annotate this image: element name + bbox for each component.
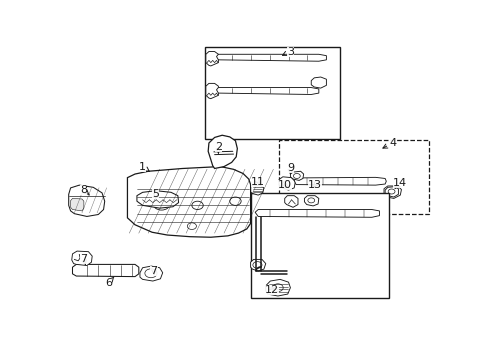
Circle shape	[144, 269, 157, 278]
Bar	[250, 193, 388, 298]
Polygon shape	[72, 251, 92, 266]
Circle shape	[252, 262, 262, 268]
Circle shape	[229, 197, 241, 205]
Text: 7: 7	[80, 255, 87, 265]
Polygon shape	[216, 54, 326, 61]
Circle shape	[387, 189, 394, 194]
Polygon shape	[284, 195, 297, 207]
Circle shape	[282, 181, 290, 186]
Polygon shape	[208, 135, 237, 168]
Polygon shape	[294, 177, 386, 185]
Text: 5: 5	[152, 189, 159, 199]
Circle shape	[307, 198, 314, 203]
Polygon shape	[68, 185, 104, 216]
Circle shape	[191, 201, 203, 210]
Text: 8: 8	[80, 185, 89, 195]
Text: 14: 14	[392, 178, 407, 188]
Polygon shape	[140, 266, 163, 281]
Text: 10: 10	[277, 180, 291, 190]
Polygon shape	[249, 185, 264, 195]
Polygon shape	[72, 264, 139, 276]
Polygon shape	[290, 171, 303, 180]
Polygon shape	[205, 51, 218, 66]
Circle shape	[272, 284, 283, 292]
Text: 4: 4	[382, 138, 395, 148]
Text: 9: 9	[286, 163, 293, 174]
Polygon shape	[70, 198, 84, 211]
Polygon shape	[250, 260, 265, 271]
Polygon shape	[255, 210, 379, 217]
Circle shape	[153, 198, 169, 210]
Polygon shape	[205, 84, 218, 99]
Polygon shape	[385, 187, 398, 197]
Bar	[279, 140, 428, 214]
Polygon shape	[311, 77, 326, 88]
Polygon shape	[279, 177, 295, 190]
Text: 13: 13	[307, 180, 322, 190]
Circle shape	[187, 223, 196, 229]
Polygon shape	[216, 87, 318, 94]
Text: 2: 2	[214, 142, 222, 153]
Text: 3: 3	[282, 46, 293, 57]
Polygon shape	[137, 191, 178, 208]
Text: 7: 7	[150, 266, 157, 276]
Bar	[205, 48, 339, 139]
Circle shape	[293, 174, 300, 179]
Text: 6: 6	[105, 277, 114, 288]
Text: 11: 11	[251, 177, 264, 187]
Circle shape	[388, 189, 396, 195]
Polygon shape	[265, 279, 290, 296]
Polygon shape	[304, 195, 318, 206]
Polygon shape	[383, 186, 401, 198]
Text: 1: 1	[139, 162, 149, 172]
Text: 12: 12	[264, 285, 278, 296]
Polygon shape	[127, 167, 250, 237]
